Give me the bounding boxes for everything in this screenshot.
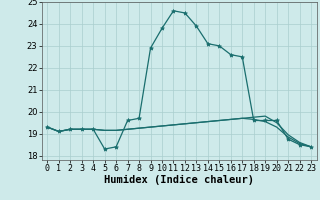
X-axis label: Humidex (Indice chaleur): Humidex (Indice chaleur) (104, 175, 254, 185)
